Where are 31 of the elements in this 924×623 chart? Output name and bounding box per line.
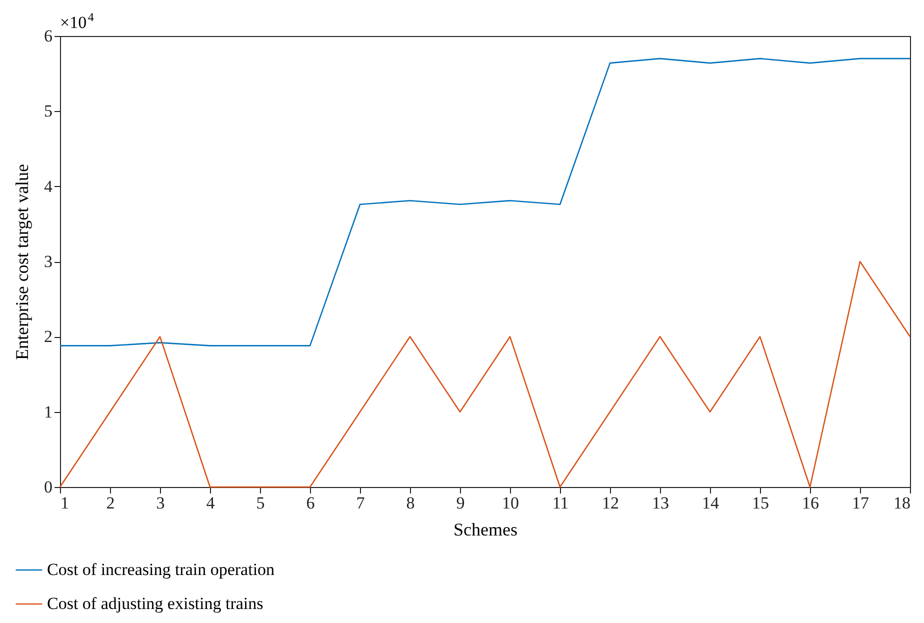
x-tick-label: 10: [502, 494, 519, 512]
x-tick-label: 2: [106, 494, 115, 512]
x-tick-label: 11: [552, 494, 569, 512]
x-tick-label: 8: [406, 494, 415, 512]
line-series: [59, 58, 911, 346]
x-tick-label: 12: [602, 494, 619, 512]
y-tick-label: 1: [44, 402, 52, 422]
x-tick-label: 13: [652, 494, 669, 512]
x-tick-label: 9: [456, 494, 465, 512]
y-tick-label: 6: [44, 26, 52, 46]
line-series: [59, 260, 911, 488]
legend-label: Cost of increasing train operation: [47, 560, 276, 579]
y-tick-label: 3: [44, 252, 52, 271]
x-tick-label: 18: [894, 494, 910, 512]
x-tick-label: 4: [206, 494, 216, 512]
x-tick-label: 6: [306, 494, 315, 512]
x-tick-label: 5: [256, 494, 265, 512]
x-tick-label: 1: [60, 494, 69, 512]
x-tick-label: 17: [852, 494, 870, 512]
x-tick-label: 3: [156, 494, 165, 512]
y-axis-title: Enterprise cost target value: [12, 164, 32, 360]
x-tick-label: 14: [702, 494, 720, 512]
y-tick-label: 5: [44, 102, 52, 121]
x-tick-label: 16: [802, 494, 819, 512]
y-tick-label: 0: [44, 478, 52, 496]
y-tick-label: 4: [44, 176, 53, 196]
x-axis-title: Schemes: [454, 520, 518, 540]
x-tick-label: 15: [752, 494, 769, 512]
x-tick-label: 7: [356, 494, 366, 512]
legend-label: Cost of adjusting existing trains: [47, 594, 264, 613]
y-tick-label: 2: [44, 327, 52, 346]
